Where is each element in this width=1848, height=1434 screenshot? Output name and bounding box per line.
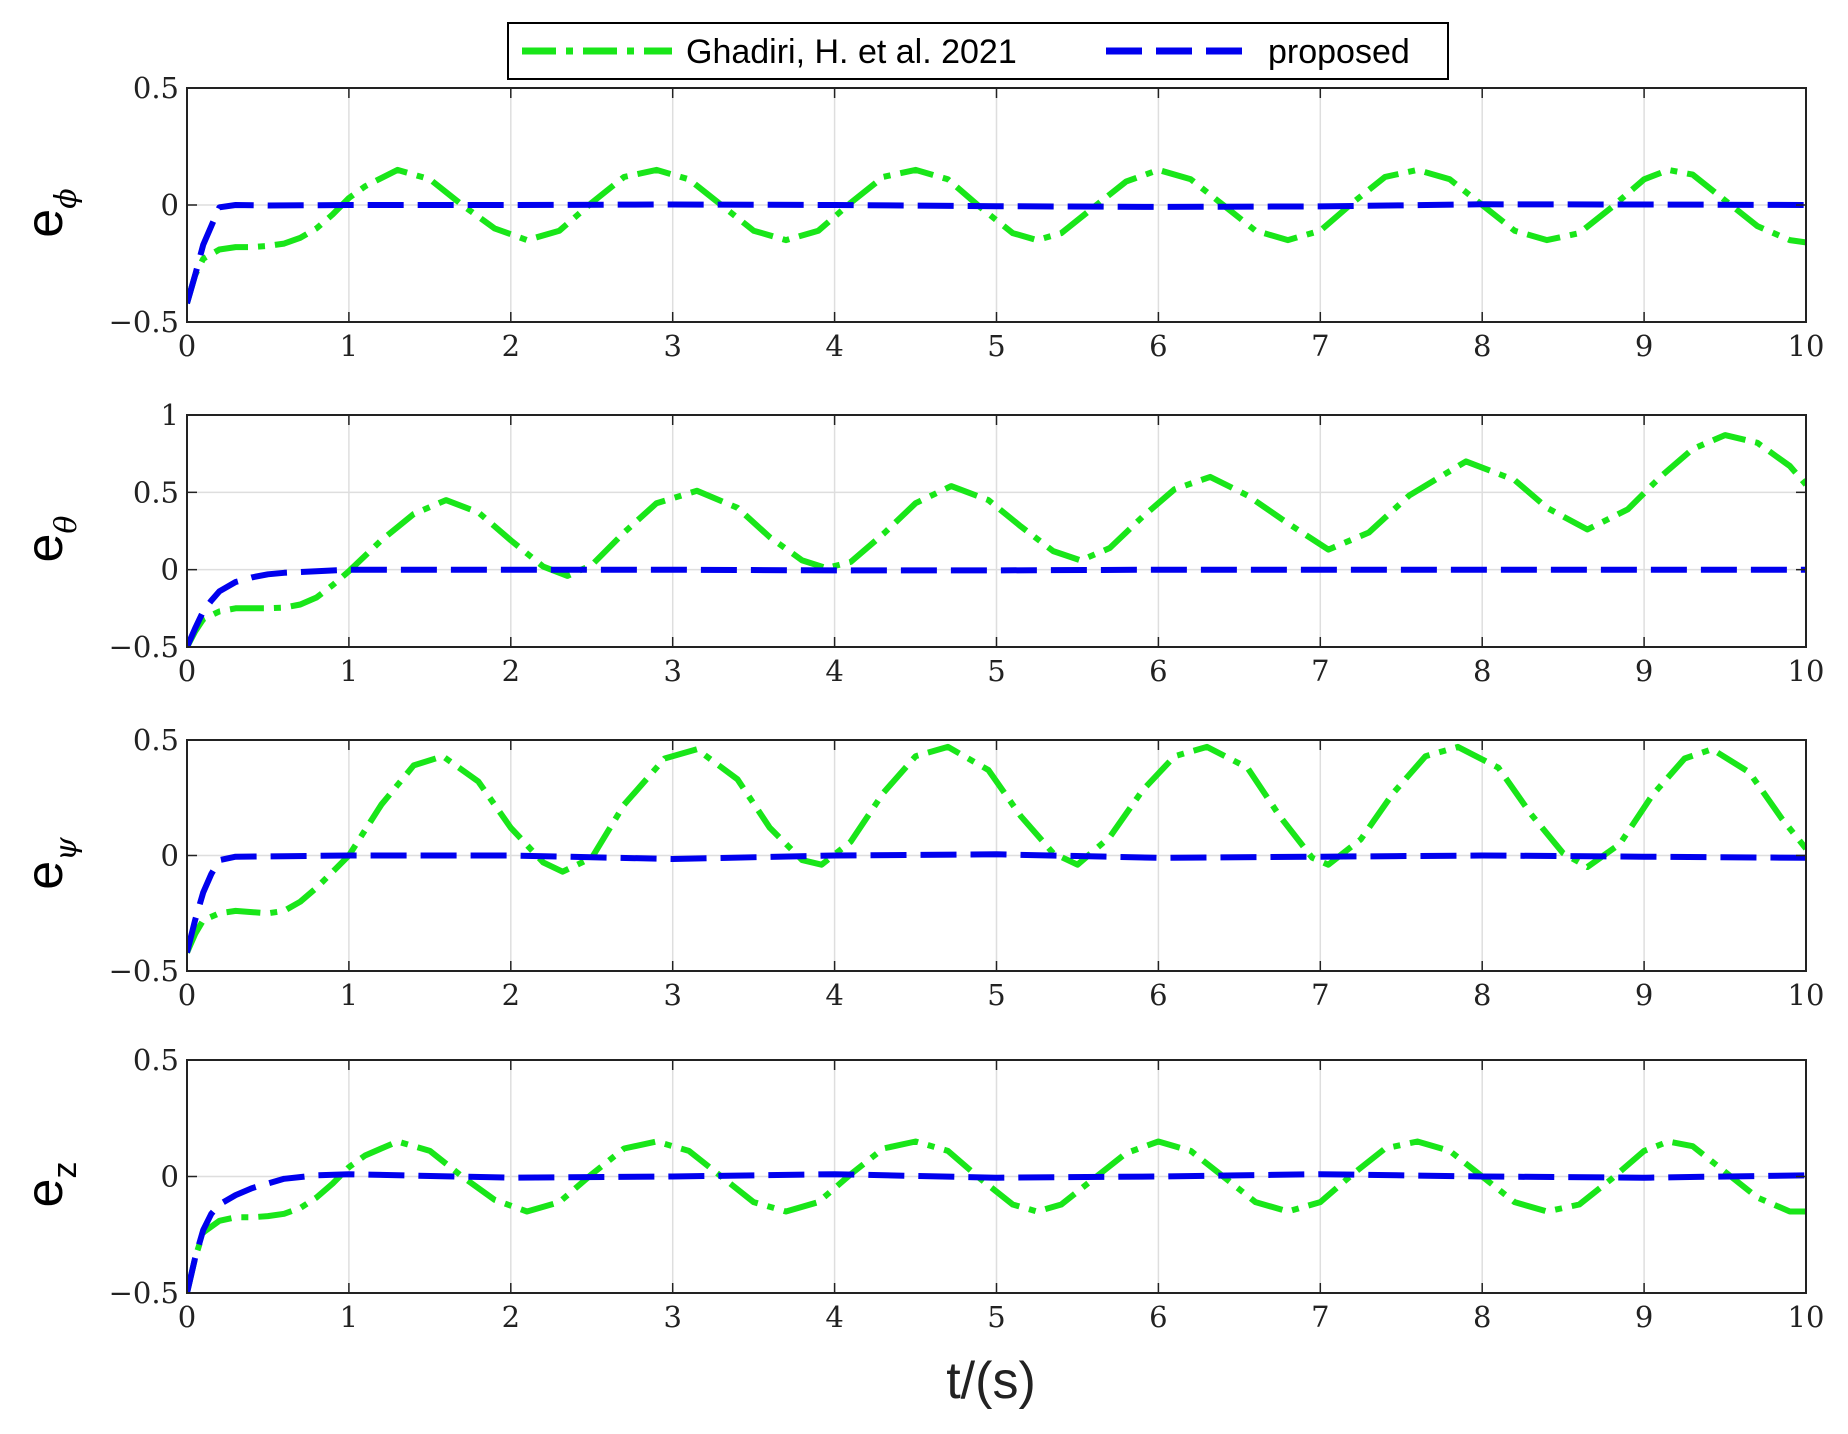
x-tick-label: 1 bbox=[340, 978, 358, 1012]
x-tick-label: 9 bbox=[1635, 329, 1653, 363]
x-tick-label: 10 bbox=[1788, 329, 1825, 363]
series-line-ghadiri bbox=[187, 432, 1806, 647]
x-tick-label: 1 bbox=[340, 329, 358, 363]
x-tick-label: 2 bbox=[502, 654, 520, 688]
x-tick-label: 6 bbox=[1149, 978, 1167, 1012]
y-tick-label: 0.5 bbox=[133, 475, 179, 509]
x-tick-label: 0 bbox=[178, 978, 196, 1012]
x-tick-label: 3 bbox=[663, 329, 681, 363]
panel-z: 0 1 2 3 4 5 6 7 8 9 100.50−0.5ez bbox=[16, 1043, 1824, 1334]
series-line-ghadiri bbox=[187, 743, 1806, 954]
x-tick-label: 2 bbox=[502, 1300, 520, 1334]
x-tick-label: 6 bbox=[1149, 654, 1167, 688]
y-axis-label-psi: eψ bbox=[16, 837, 84, 890]
y-axis-label-theta: eθ bbox=[16, 516, 84, 563]
y-tick-label: −0.5 bbox=[109, 954, 179, 988]
y-axis-label-subscript: θ bbox=[49, 516, 84, 534]
y-axis-label-main: e bbox=[16, 1179, 74, 1208]
y-tick-label: 1 bbox=[161, 398, 179, 432]
series-line-ghadiri bbox=[187, 166, 1806, 305]
x-tick-label: 7 bbox=[1311, 329, 1329, 363]
x-tick-label: 5 bbox=[987, 1300, 1005, 1334]
x-tick-label: 3 bbox=[663, 654, 681, 688]
y-tick-label: 0.5 bbox=[133, 723, 179, 757]
legend-label-ghadiri: Ghadiri, H. et al. 2021 bbox=[686, 33, 1017, 71]
x-tick-label: 10 bbox=[1788, 654, 1825, 688]
y-axis-label-subscript: ψ bbox=[49, 837, 84, 861]
x-tick-label: 4 bbox=[825, 1300, 843, 1334]
x-tick-label: 4 bbox=[825, 654, 843, 688]
x-tick-label: 4 bbox=[825, 978, 843, 1012]
y-tick-label: 0 bbox=[161, 188, 179, 222]
x-tick-label: 1 bbox=[340, 1300, 358, 1334]
y-tick-label: −0.5 bbox=[109, 1276, 179, 1310]
x-tick-label: 2 bbox=[502, 329, 520, 363]
panel-psi: 0 1 2 3 4 5 6 7 8 9 100.50−0.5eψ bbox=[16, 723, 1824, 1012]
x-tick-label: 9 bbox=[1635, 1300, 1653, 1334]
x-tick-label: 3 bbox=[663, 1300, 681, 1334]
x-tick-label: 8 bbox=[1473, 329, 1491, 363]
x-axis-label: t/(s) bbox=[946, 1352, 1036, 1410]
x-tick-label: 7 bbox=[1311, 654, 1329, 688]
x-tick-label: 0 bbox=[178, 329, 196, 363]
x-tick-label: 5 bbox=[987, 329, 1005, 363]
y-axis-label-subscript: ϕ bbox=[49, 188, 84, 208]
series-line-ghadiri bbox=[187, 1138, 1806, 1293]
series-line-proposed bbox=[187, 201, 1806, 305]
x-tick-label: 8 bbox=[1473, 978, 1491, 1012]
y-tick-label: 0.5 bbox=[133, 1043, 179, 1077]
x-tick-label: 1 bbox=[340, 654, 358, 688]
x-tick-label: 10 bbox=[1788, 978, 1825, 1012]
y-tick-label: −0.5 bbox=[109, 305, 179, 339]
x-tick-label: 5 bbox=[987, 978, 1005, 1012]
x-tick-label: 3 bbox=[663, 978, 681, 1012]
x-tick-label: 0 bbox=[178, 1300, 196, 1334]
y-axis-label-subscript: z bbox=[46, 1162, 84, 1179]
y-axis-label-main: e bbox=[16, 209, 74, 238]
series-line-proposed bbox=[187, 851, 1806, 954]
x-tick-label: 10 bbox=[1788, 1300, 1825, 1334]
y-tick-label: 0 bbox=[161, 553, 179, 587]
y-axis-label-main: e bbox=[16, 534, 74, 563]
x-tick-label: 6 bbox=[1149, 1300, 1167, 1334]
x-tick-label: 7 bbox=[1311, 1300, 1329, 1334]
legend: Ghadiri, H. et al. 2021 proposed bbox=[507, 22, 1449, 80]
x-tick-label: 0 bbox=[178, 654, 196, 688]
y-tick-label: 0.5 bbox=[133, 71, 179, 105]
x-tick-label: 9 bbox=[1635, 654, 1653, 688]
x-tick-label: 5 bbox=[987, 654, 1005, 688]
y-axis-label-phi: eϕ bbox=[16, 188, 84, 237]
x-tick-label: 7 bbox=[1311, 978, 1329, 1012]
x-tick-label: 8 bbox=[1473, 1300, 1491, 1334]
y-axis-label-main: e bbox=[16, 861, 74, 890]
y-tick-label: 0 bbox=[161, 839, 179, 873]
y-tick-label: 0 bbox=[161, 1160, 179, 1194]
y-tick-label: −0.5 bbox=[109, 630, 179, 664]
series-line-proposed bbox=[187, 566, 1806, 647]
x-tick-label: 2 bbox=[502, 978, 520, 1012]
x-tick-label: 8 bbox=[1473, 654, 1491, 688]
x-tick-label: 6 bbox=[1149, 329, 1167, 363]
series-line-proposed bbox=[187, 1171, 1806, 1293]
legend-label-proposed: proposed bbox=[1268, 33, 1410, 71]
x-tick-label: 4 bbox=[825, 329, 843, 363]
y-axis-label-z: ez bbox=[16, 1162, 84, 1208]
x-tick-label: 9 bbox=[1635, 978, 1653, 1012]
panel-phi: 0 1 2 3 4 5 6 7 8 9 100.50−0.5eϕ bbox=[16, 71, 1824, 363]
